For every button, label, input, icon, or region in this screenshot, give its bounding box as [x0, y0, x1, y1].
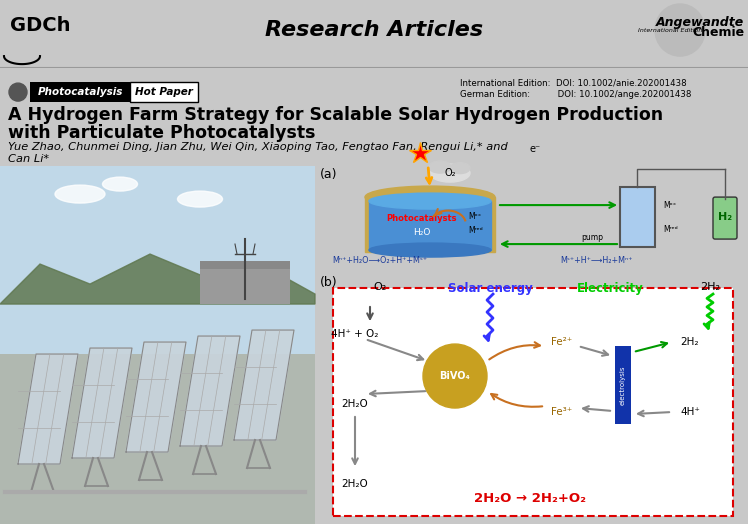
Text: Hot Paper: Hot Paper	[135, 87, 193, 97]
Text: Mʳᵉᵈ: Mʳᵉᵈ	[468, 226, 482, 235]
Text: Electricity: Electricity	[577, 282, 643, 295]
Text: H₂: H₂	[718, 212, 732, 222]
Ellipse shape	[365, 186, 495, 208]
Text: with Particulate Photocatalysts: with Particulate Photocatalysts	[8, 124, 316, 142]
Text: 2H₂O: 2H₂O	[342, 479, 368, 489]
Text: Fe²⁺: Fe²⁺	[551, 337, 573, 347]
Text: 2H₂: 2H₂	[681, 337, 699, 347]
Ellipse shape	[102, 177, 138, 191]
Text: 2H₂: 2H₂	[700, 282, 720, 292]
Ellipse shape	[430, 164, 470, 182]
FancyBboxPatch shape	[620, 187, 655, 247]
FancyBboxPatch shape	[200, 269, 290, 304]
FancyBboxPatch shape	[200, 261, 290, 269]
Text: Mᵒˣ: Mᵒˣ	[663, 201, 676, 210]
Ellipse shape	[429, 161, 451, 173]
Text: 4H⁺ + O₂: 4H⁺ + O₂	[331, 329, 378, 339]
Text: 4H⁺: 4H⁺	[680, 407, 700, 417]
Text: GDCh: GDCh	[10, 16, 70, 35]
Ellipse shape	[655, 4, 705, 56]
Text: electrolysis: electrolysis	[620, 365, 626, 405]
Text: Research Articles: Research Articles	[265, 20, 483, 40]
Text: International Edition: International Edition	[638, 28, 702, 33]
Polygon shape	[72, 348, 132, 458]
Ellipse shape	[9, 83, 27, 101]
Text: BiVO₄: BiVO₄	[440, 371, 470, 381]
Text: Photocatalysts: Photocatalysts	[387, 214, 457, 223]
FancyBboxPatch shape	[30, 82, 130, 102]
Ellipse shape	[369, 243, 491, 257]
Text: German Edition:          DOI: 10.1002/ange.202001438: German Edition: DOI: 10.1002/ange.202001…	[460, 90, 691, 99]
Text: Fe³⁺: Fe³⁺	[551, 407, 573, 417]
Text: H₂O: H₂O	[414, 228, 431, 237]
Polygon shape	[180, 336, 240, 446]
Polygon shape	[369, 201, 491, 250]
FancyBboxPatch shape	[333, 288, 733, 516]
Text: 2H₂O → 2H₂+O₂: 2H₂O → 2H₂+O₂	[474, 492, 586, 505]
Polygon shape	[234, 330, 294, 440]
FancyBboxPatch shape	[130, 82, 198, 102]
Text: International Edition:  DOI: 10.1002/anie.202001438: International Edition: DOI: 10.1002/anie…	[460, 78, 687, 87]
Text: Yue Zhao, Chunmei Ding, Jian Zhu, Wei Qin, Xiaoping Tao, Fengtao Fan, Rengui Li,: Yue Zhao, Chunmei Ding, Jian Zhu, Wei Qi…	[8, 142, 508, 152]
Text: O₂: O₂	[444, 168, 456, 178]
Circle shape	[423, 344, 487, 408]
Text: O₂: O₂	[373, 282, 387, 292]
Text: Mˢ⁺+H⁺⟶H₂+Mⁿ⁺: Mˢ⁺+H⁺⟶H₂+Mⁿ⁺	[560, 256, 633, 265]
Polygon shape	[126, 342, 186, 452]
Text: Mⁿ⁺+H₂O⟶O₂+H⁺+Mˢ⁺: Mⁿ⁺+H₂O⟶O₂+H⁺+Mˢ⁺	[332, 256, 427, 265]
Text: Solar energy: Solar energy	[447, 282, 533, 295]
Text: (a): (a)	[320, 168, 337, 181]
Text: Chemie: Chemie	[692, 26, 744, 39]
Text: Can Li*: Can Li*	[8, 154, 49, 164]
FancyBboxPatch shape	[713, 197, 737, 239]
FancyBboxPatch shape	[0, 166, 315, 354]
Text: (b): (b)	[320, 276, 337, 289]
Ellipse shape	[450, 162, 470, 173]
Text: pump: pump	[581, 233, 603, 242]
Text: Mʳᵉᵈ: Mʳᵉᵈ	[663, 225, 678, 234]
Text: A Hydrogen Farm Strategy for Scalable Solar Hydrogen Production: A Hydrogen Farm Strategy for Scalable So…	[8, 106, 663, 124]
Ellipse shape	[369, 193, 491, 209]
Polygon shape	[365, 197, 495, 252]
Ellipse shape	[177, 191, 222, 207]
Ellipse shape	[55, 185, 105, 203]
Text: Angewandte: Angewandte	[656, 16, 744, 29]
FancyBboxPatch shape	[0, 354, 315, 524]
Text: 2H₂O: 2H₂O	[342, 399, 368, 409]
FancyBboxPatch shape	[615, 346, 631, 424]
Text: e⁻: e⁻	[530, 144, 541, 154]
Polygon shape	[18, 354, 78, 464]
Text: Photocatalysis: Photocatalysis	[37, 87, 123, 97]
Polygon shape	[0, 254, 315, 304]
Text: Mᵒˣ: Mᵒˣ	[468, 212, 481, 221]
